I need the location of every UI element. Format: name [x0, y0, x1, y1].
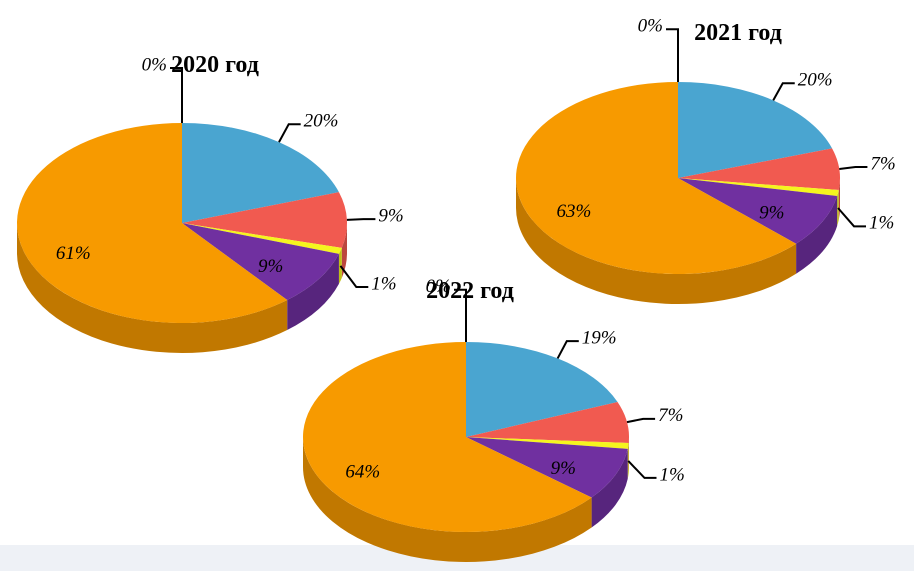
leader-line — [170, 67, 183, 123]
chart-title: 2021 год — [694, 20, 782, 46]
data-label: 9% — [378, 206, 403, 227]
leader-line — [278, 123, 301, 143]
pie-side — [287, 253, 339, 331]
leader-line — [772, 82, 795, 101]
pie-side — [17, 223, 288, 353]
pie-side — [338, 247, 342, 284]
data-label: 1% — [660, 464, 685, 485]
pie-side — [516, 178, 797, 304]
pie-side — [837, 190, 839, 226]
pie-side — [303, 437, 592, 563]
pie-side — [796, 195, 838, 274]
data-label: 9% — [551, 458, 576, 479]
leader-line — [626, 417, 656, 424]
data-label: 1% — [869, 213, 894, 234]
pie-side — [341, 223, 347, 278]
pie-side — [627, 442, 629, 479]
pie-slice — [16, 123, 288, 323]
pie-slice — [466, 342, 618, 437]
data-label: 63% — [557, 201, 592, 222]
data-label: 1% — [371, 273, 396, 294]
pie-slice — [466, 402, 629, 443]
data-label: 9% — [759, 203, 784, 224]
pie-slice — [466, 437, 629, 449]
leader-line — [839, 165, 868, 170]
pie-slice — [303, 342, 592, 532]
data-label: 9% — [258, 256, 283, 277]
data-label: 0% — [426, 276, 451, 297]
pie-slice — [678, 178, 839, 196]
data-label: 7% — [658, 405, 683, 426]
pie-slice — [182, 223, 339, 301]
leader-line — [627, 460, 657, 479]
chart-title: 2022 год — [426, 278, 514, 304]
pie-slice — [466, 437, 628, 498]
data-label: 7% — [870, 153, 895, 174]
data-label: 20% — [798, 70, 833, 91]
data-label: 19% — [582, 328, 617, 349]
pie-side — [591, 448, 628, 528]
chart-title: 2020 год — [171, 52, 259, 78]
pie-slice — [182, 192, 347, 248]
data-label: 0% — [142, 54, 167, 75]
pie-slice — [182, 123, 339, 223]
leader-line — [339, 265, 369, 289]
leader-line — [837, 207, 867, 228]
leader-line — [556, 340, 579, 359]
pie-slice — [678, 148, 840, 191]
pie-slice — [678, 178, 838, 244]
data-label: 61% — [56, 243, 91, 264]
pie-slice — [678, 82, 833, 178]
data-label: 20% — [304, 111, 339, 132]
leader-line — [666, 28, 679, 82]
data-label: 0% — [638, 16, 663, 37]
data-label: 64% — [345, 462, 380, 483]
leader-line — [454, 288, 467, 342]
pie-slice — [515, 82, 797, 274]
pie-slice — [182, 223, 342, 254]
leader-line — [346, 218, 376, 221]
